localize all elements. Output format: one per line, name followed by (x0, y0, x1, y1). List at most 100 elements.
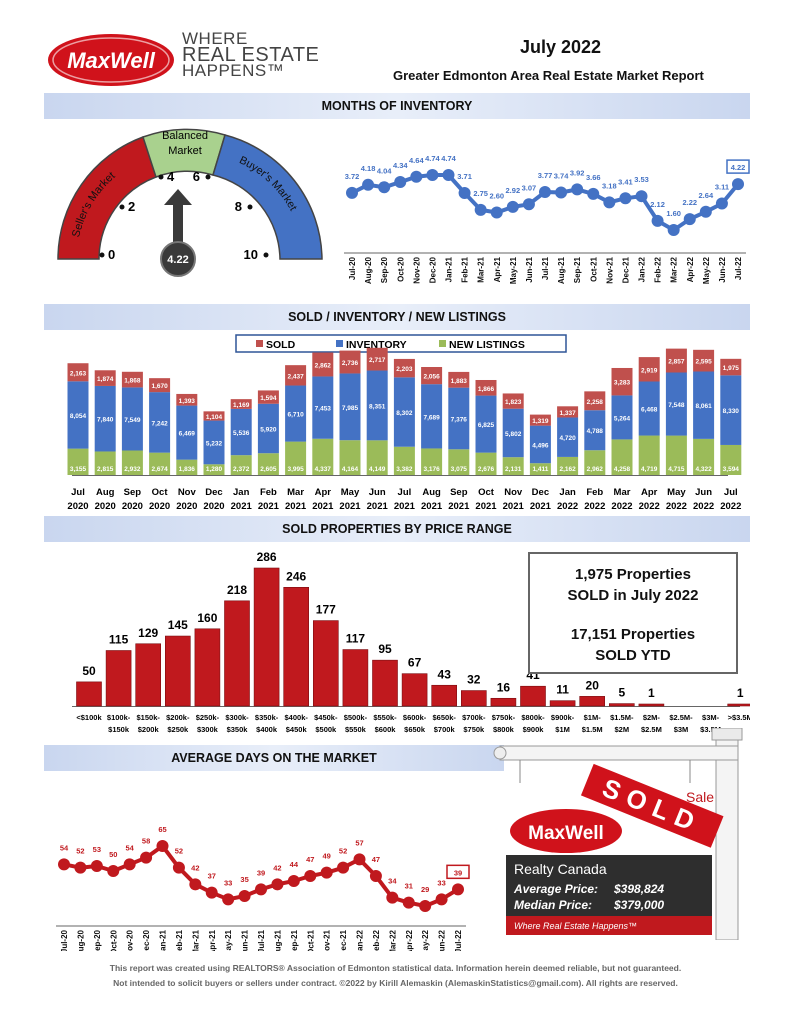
data-label: 4.64 (409, 156, 424, 165)
bar (460, 690, 487, 707)
bar-segment (230, 408, 252, 456)
bar-segment (720, 358, 742, 376)
legend-swatch (336, 340, 343, 347)
x-tick-label: Jan-22 (356, 929, 365, 951)
bar-label: 2,857 (668, 359, 685, 366)
bar-segment (448, 371, 470, 388)
bar-label: 177 (316, 603, 336, 617)
bar-segment (149, 378, 171, 393)
x-tick-label: Oct-20 (109, 929, 118, 951)
gauge-ticks: 0 2 4 6 8 10 (99, 169, 269, 262)
footer-line-2: Not intended to solicit buyers or seller… (113, 978, 678, 988)
x-tick-label: Jan (559, 487, 576, 498)
legend: SOLD INVENTORY NEW LISTINGS (235, 334, 567, 353)
x-tick-label: $100k- (107, 713, 131, 722)
bar-segment (584, 450, 606, 475)
bar-label: 4,149 (369, 466, 386, 473)
gauge-tick-dot (158, 174, 164, 180)
x-tick-label: Mar-22 (670, 256, 679, 282)
data-point (394, 176, 407, 189)
bar-segment (149, 392, 171, 453)
x-tick-label: Feb-22 (654, 256, 663, 282)
data-label: 2.22 (682, 198, 697, 207)
data-label: 2.92 (506, 186, 521, 195)
x-tick-label: 2022 (666, 501, 687, 512)
x-tick-label: $1.5M (582, 725, 603, 734)
bar-label: 1,670 (151, 383, 168, 390)
x-tick-label: 2020 (67, 501, 88, 512)
data-label: 33 (437, 878, 445, 887)
summary-box: 1,975 Properties SOLD in July 2022 17,15… (528, 552, 738, 674)
data-point (386, 891, 399, 904)
data-point (107, 865, 120, 877)
bar-label: 8,061 (695, 403, 712, 410)
x-tick-label: Jul-22 (454, 929, 463, 951)
sale-text: Sale (686, 789, 714, 805)
bar-segment (611, 367, 633, 396)
x-tick-label: $200k- (166, 713, 190, 722)
x-tick-label: 2021 (339, 501, 361, 512)
x-tick-label: May-22 (421, 929, 430, 951)
bar-label: 4,720 (559, 435, 576, 442)
bar-label: 5,264 (614, 415, 631, 422)
x-tick-label: $300k- (225, 713, 249, 722)
bar (549, 700, 576, 707)
bar-label: 3,155 (70, 466, 87, 473)
bar (608, 703, 635, 707)
bar-segment (475, 379, 497, 396)
bar-label: 1,866 (478, 386, 495, 393)
data-point (452, 883, 464, 896)
bar-segment (285, 441, 307, 475)
tagline-line-3: HAPPENS™ (182, 61, 285, 80)
x-tick-label: 2021 (503, 501, 525, 512)
bar-segment (693, 371, 715, 439)
bar-label: 1,393 (179, 398, 196, 405)
bar-segment (67, 363, 89, 382)
bar-segment (366, 440, 388, 475)
x-tick-label: Nov-21 (605, 256, 614, 283)
data-point (555, 186, 568, 199)
x-tick-label: Oct-20 (396, 256, 405, 281)
x-tick-label: 2021 (394, 501, 416, 512)
x-tick-label: $800k- (521, 713, 545, 722)
bar-label: 7,689 (423, 414, 440, 421)
data-label: 58 (142, 837, 150, 846)
balanced-label-1: Balanced (162, 130, 208, 142)
data-point (353, 853, 366, 866)
bar-segment (529, 463, 551, 475)
x-tick-label: Feb (260, 487, 277, 498)
x-tick-label: Nov-21 (323, 929, 332, 951)
bar-label: 2,372 (233, 466, 250, 473)
bar-label: 3,594 (723, 466, 740, 473)
x-tick-label: Apr-22 (405, 929, 414, 951)
x-tick-label: $700k- (462, 713, 486, 722)
bar-label: 5,920 (260, 426, 277, 433)
data-label: 2.12 (650, 200, 665, 209)
x-tick-label: $400k- (285, 713, 309, 722)
x-tick-label: Mar-21 (477, 256, 486, 282)
bar-label: 50 (82, 664, 96, 678)
bar (638, 703, 665, 707)
bar-label: 6,468 (641, 407, 658, 414)
bar (253, 567, 280, 707)
data-point (346, 186, 358, 199)
bar-label: 1,874 (97, 376, 114, 383)
data-point (156, 840, 169, 852)
bar-label: 7,985 (342, 405, 359, 412)
gauge-tick-label: 4 (167, 169, 175, 184)
data-label: 35 (240, 875, 248, 884)
gauge-tick-label: 8 (235, 199, 242, 214)
data-point (619, 192, 632, 205)
report-month: July 2022 (520, 37, 602, 57)
gauge-tick-dot (205, 174, 211, 180)
data-label: 39 (454, 868, 462, 877)
data-point (123, 858, 136, 871)
section-price-range: SOLD PROPERTIES BY PRICE RANGE (44, 516, 750, 542)
bar-label: 6,710 (287, 412, 304, 419)
bar-label: 160 (197, 611, 217, 625)
data-label: 47 (372, 855, 380, 864)
sold-sign: MaxWell SOLD Sale Realty Canada Average … (493, 728, 743, 940)
data-point (442, 169, 455, 181)
bar-label: 1,823 (505, 399, 522, 406)
data-label: 3.71 (457, 172, 472, 181)
